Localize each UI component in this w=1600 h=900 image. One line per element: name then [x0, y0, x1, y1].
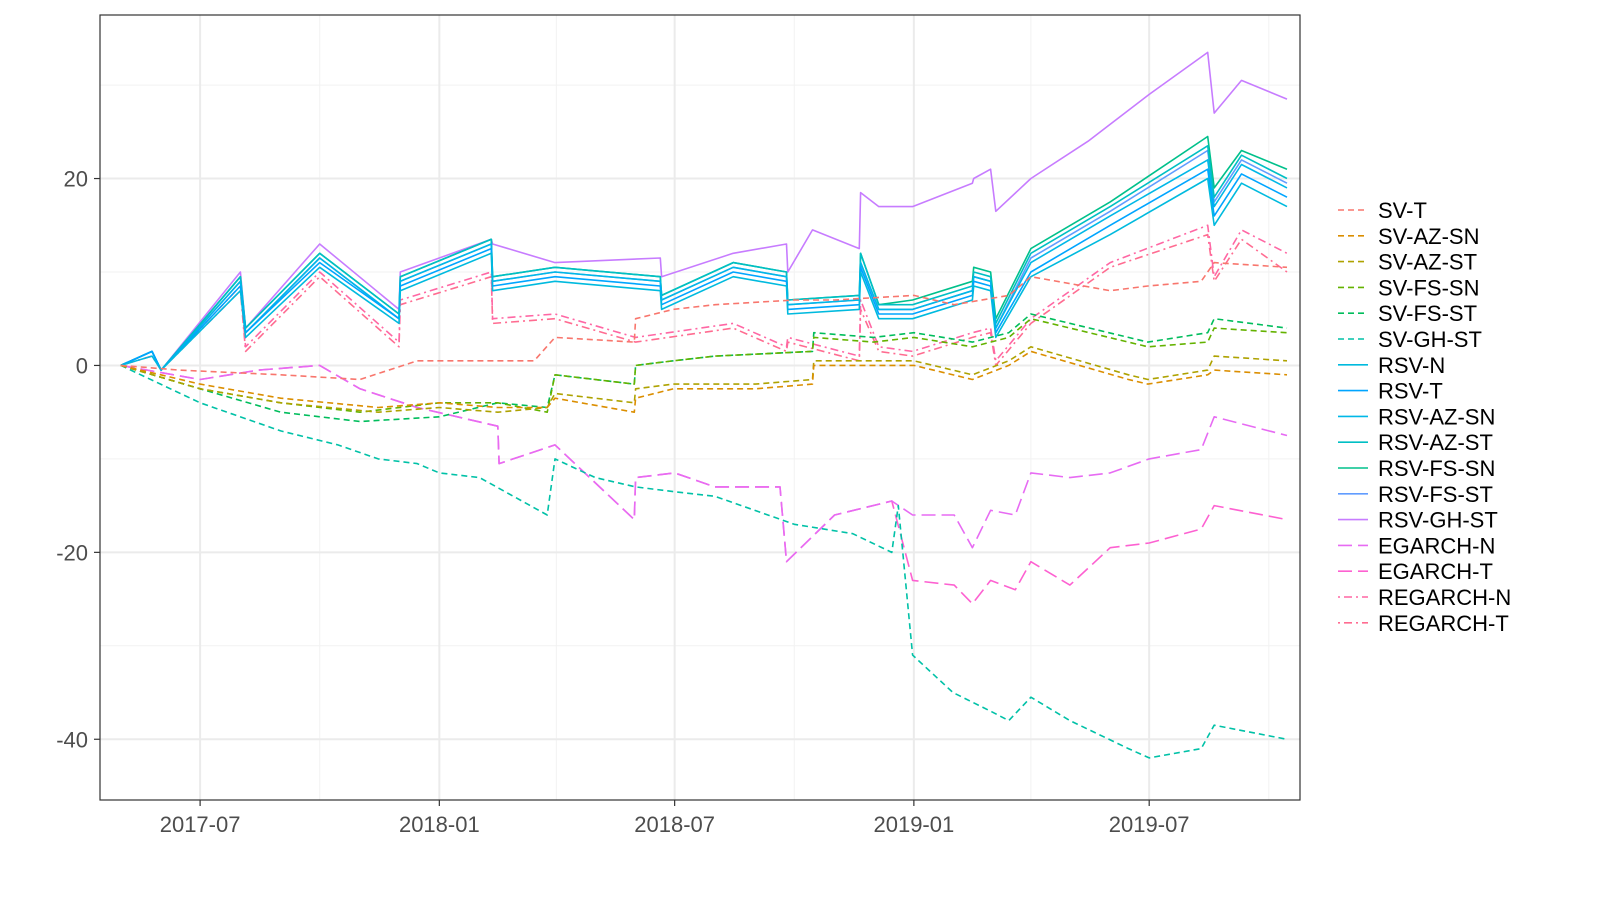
series-line-sv-fs-sn — [120, 317, 1288, 414]
legend-label: EGARCH-N — [1378, 533, 1495, 558]
legend-item: RSV-AZ-SN — [1338, 404, 1495, 429]
legend-label: SV-AZ-SN — [1378, 224, 1479, 249]
legend-label: RSV-AZ-ST — [1378, 430, 1493, 455]
legend-item: EGARCH-T — [1338, 559, 1493, 584]
x-tick-label: 2017-07 — [160, 812, 241, 837]
legend-item: RSV-GH-ST — [1338, 508, 1498, 533]
series-lines — [120, 51, 1288, 759]
legend-item: SV-T — [1338, 198, 1427, 223]
legend-item: RSV-AZ-ST — [1338, 430, 1493, 455]
y-tick-label: 20 — [64, 167, 88, 192]
legend-label: SV-GH-ST — [1378, 327, 1482, 352]
legend-label: SV-T — [1378, 198, 1427, 223]
legend-label: RSV-N — [1378, 353, 1445, 378]
legend-item: SV-FS-SN — [1338, 275, 1479, 300]
legend-label: REGARCH-T — [1378, 611, 1509, 636]
legend-item: EGARCH-N — [1338, 533, 1495, 558]
series-line-sv-fs-st — [120, 313, 1288, 423]
legend-label: RSV-T — [1378, 379, 1443, 404]
x-tick-label: 2018-07 — [634, 812, 715, 837]
legend-label: RSV-FS-SN — [1378, 456, 1495, 481]
legend-item: RSV-FS-ST — [1338, 482, 1493, 507]
legend-item: RSV-FS-SN — [1338, 456, 1495, 481]
legend-item: RSV-N — [1338, 353, 1445, 378]
legend-label: REGARCH-N — [1378, 585, 1511, 610]
legend: SV-TSV-AZ-SNSV-AZ-STSV-FS-SNSV-FS-STSV-G… — [1338, 198, 1511, 636]
legend-item: REGARCH-T — [1338, 611, 1509, 636]
series-line-sv-az-st — [120, 345, 1288, 414]
series-line-regarch-n — [120, 224, 1288, 371]
plot-border — [99, 14, 1301, 801]
legend-label: SV-FS-ST — [1378, 301, 1477, 326]
y-tick-label: -20 — [56, 540, 88, 565]
series-line-egarch-n — [120, 364, 1288, 563]
y-tick-label: -40 — [56, 727, 88, 752]
legend-item: SV-GH-ST — [1338, 327, 1482, 352]
x-tick-label: 2019-01 — [873, 812, 954, 837]
plot-background — [100, 15, 1300, 800]
legend-label: RSV-AZ-SN — [1378, 404, 1495, 429]
legend-label: RSV-GH-ST — [1378, 508, 1498, 533]
y-tick-label: 0 — [76, 353, 88, 378]
x-tick-label: 2019-07 — [1109, 812, 1190, 837]
legend-item: SV-FS-ST — [1338, 301, 1477, 326]
legend-item: SV-AZ-ST — [1338, 250, 1477, 275]
grid — [100, 15, 1300, 800]
legend-label: RSV-FS-ST — [1378, 482, 1493, 507]
series-line-sv-gh-st — [120, 364, 1288, 759]
x-tick-label: 2018-01 — [399, 812, 480, 837]
legend-item: SV-AZ-SN — [1338, 224, 1479, 249]
series-line-sv-az-sn — [120, 350, 1288, 414]
series-line-sv-t — [120, 261, 1288, 381]
legend-item: RSV-T — [1338, 379, 1443, 404]
legend-item: REGARCH-N — [1338, 585, 1511, 610]
axes: 2017-07 2018-01 2018-07 2019-01 2019-07 20 0 -2… — [56, 167, 1189, 837]
legend-label: SV-FS-SN — [1378, 275, 1479, 300]
legend-label: SV-AZ-ST — [1378, 250, 1477, 275]
series-line-rsv-gh-st — [120, 51, 1288, 371]
legend-label: EGARCH-T — [1378, 559, 1493, 584]
